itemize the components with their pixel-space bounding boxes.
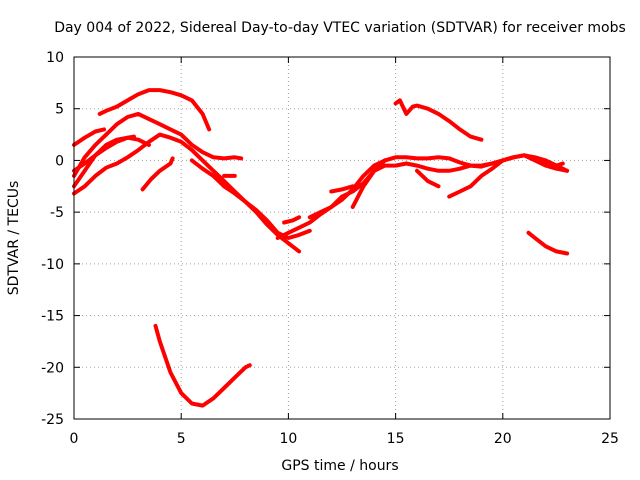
series-line-arc-3 bbox=[72, 111, 244, 178]
x-tick-label: 15 bbox=[387, 431, 405, 447]
y-tick-label: -5 bbox=[50, 205, 64, 221]
series-line-arc-19 bbox=[526, 230, 570, 256]
series-line-arc-5 bbox=[72, 132, 302, 254]
y-tick-label: -15 bbox=[41, 309, 64, 325]
series-line-arc-9 bbox=[189, 158, 312, 240]
series-line-arc-2 bbox=[97, 88, 212, 132]
y-axis-label: SDTVAR / TECUs bbox=[6, 181, 22, 296]
x-tick-label: 10 bbox=[279, 431, 297, 447]
x-axis: 0 5 10 15 20 25 bbox=[70, 57, 619, 447]
series-line-arc-15 bbox=[350, 153, 570, 209]
series-line-arc-18 bbox=[415, 168, 441, 189]
series-line-arc-8 bbox=[153, 323, 252, 408]
y-tick-label: -10 bbox=[41, 257, 64, 273]
x-tick-label: 5 bbox=[177, 431, 186, 447]
y-tick-label: 10 bbox=[46, 50, 64, 66]
grid bbox=[74, 57, 610, 419]
series-line-arc-14 bbox=[329, 184, 355, 194]
y-tick-label: 0 bbox=[55, 153, 64, 169]
series-line-arc-1 bbox=[72, 127, 106, 147]
y-axis: -25 -20 -15 -10 -5 0 5 10 bbox=[41, 50, 610, 428]
y-tick-label: -25 bbox=[41, 412, 64, 428]
y-tick-label: 5 bbox=[55, 102, 64, 118]
series-line-arc-7 bbox=[140, 156, 175, 192]
x-axis-label: GPS time / hours bbox=[281, 458, 398, 474]
plot-series bbox=[72, 88, 570, 408]
y-tick-label: -20 bbox=[41, 360, 64, 376]
chart-title: Day 004 of 2022, Sidereal Day-to-day VTE… bbox=[54, 20, 626, 36]
series-line-arc-17 bbox=[447, 153, 570, 199]
series-line-arc-6 bbox=[72, 134, 136, 173]
series-line-arc-12 bbox=[282, 215, 302, 225]
plot-frame bbox=[73, 56, 611, 420]
x-tick-label: 25 bbox=[601, 431, 619, 447]
series-line-arc-16 bbox=[393, 98, 484, 142]
x-tick-label: 20 bbox=[494, 431, 512, 447]
x-tick-label: 0 bbox=[70, 431, 79, 447]
series-line-arc-4 bbox=[72, 135, 151, 189]
